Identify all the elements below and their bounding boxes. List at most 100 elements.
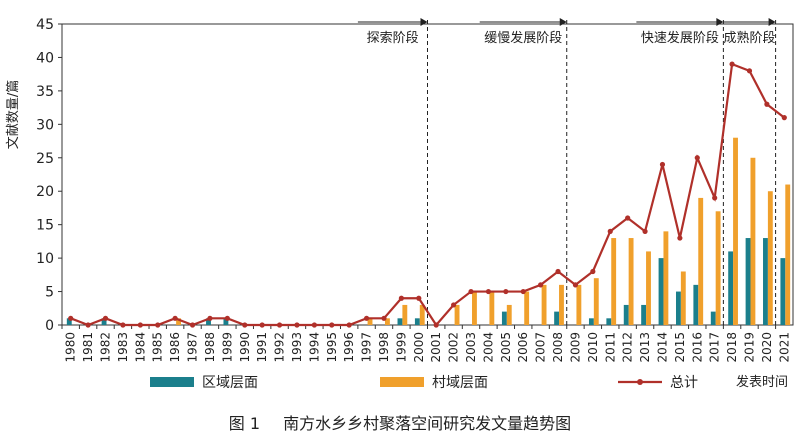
x-tick-label: 1983: [116, 332, 130, 363]
bar-regional: [606, 318, 612, 325]
bar-village: [489, 291, 495, 325]
total-point: [451, 302, 457, 308]
y-tick-label: 35: [36, 84, 54, 100]
x-tick-label: 2009: [568, 332, 582, 363]
x-tick-label: 1984: [133, 332, 147, 363]
x-tick-label: 1982: [99, 332, 113, 363]
total-point: [642, 228, 648, 234]
total-point: [259, 322, 265, 328]
bar-regional: [554, 311, 560, 325]
total-point: [485, 288, 492, 295]
stage-arrow-head: [559, 18, 567, 26]
bar-regional: [588, 318, 594, 325]
x-tick-label: 1991: [255, 332, 269, 363]
total-point: [398, 295, 404, 301]
total-point: [329, 322, 335, 328]
total-point: [694, 155, 700, 161]
total-point: [503, 288, 509, 295]
x-tick-label: 1992: [273, 332, 287, 363]
x-tick-label: 2002: [447, 332, 461, 363]
total-point: [381, 315, 387, 321]
x-tick-label: 2001: [429, 332, 443, 363]
x-tick-label: 2008: [551, 332, 565, 363]
bar-village: [593, 278, 599, 325]
stage-arrow-head: [716, 18, 724, 26]
y-tick-label: 15: [36, 218, 54, 234]
bar-village: [402, 304, 408, 325]
x-tick-label: 1988: [203, 332, 217, 363]
x-tick-label: 2010: [586, 332, 600, 363]
stage-label: 缓慢发展阶段: [484, 30, 562, 46]
total-point: [346, 322, 352, 328]
bar-regional: [641, 304, 647, 325]
x-tick-label: 2020: [760, 332, 774, 363]
stage-label: 成熟阶段: [723, 30, 775, 46]
bar-regional: [763, 238, 768, 325]
x-tick-label: 1999: [394, 332, 408, 363]
bar-regional: [675, 291, 681, 325]
x-tick-label: 2014: [655, 332, 669, 363]
total-point: [520, 288, 526, 295]
figure-caption: 图 1 南方水乡乡村聚落空间研究发文量趋势图: [0, 410, 800, 434]
bar-regional: [710, 311, 716, 325]
bar-village: [715, 211, 721, 325]
figure-number: 图 1: [228, 414, 261, 433]
bar-village: [419, 304, 425, 325]
bar-village: [384, 318, 390, 325]
bar-village: [646, 251, 651, 325]
x-tick-label: 2021: [777, 332, 791, 363]
x-tick-label: 2017: [708, 332, 722, 363]
x-tick-label: 2016: [690, 332, 704, 363]
bar-village: [506, 304, 512, 325]
bar-village: [611, 238, 617, 325]
total-point: [85, 322, 91, 328]
total-point: [68, 315, 74, 321]
y-tick-label: 5: [45, 285, 54, 301]
total-point: [572, 282, 579, 288]
bar-regional: [223, 318, 229, 325]
chart: 0 5 10 15 20 25 30 35 40 45 文献数量/篇 1980 1981 1982 1983…: [6, 17, 794, 391]
bar-village: [663, 231, 669, 325]
bar-village: [472, 291, 477, 325]
bar-regional: [693, 284, 699, 325]
total-point: [363, 315, 370, 321]
total-point: [120, 322, 126, 328]
y-tick-label: 0: [45, 318, 54, 334]
bar-regional: [101, 318, 107, 325]
total-point: [555, 268, 561, 275]
x-tick-label: 1993: [290, 332, 304, 363]
x-tick-label: 2003: [464, 332, 478, 363]
total-point: [172, 315, 178, 321]
bar-village: [576, 284, 582, 325]
total-point: [102, 315, 109, 321]
x-tick-label: 1986: [168, 332, 182, 363]
x-tick-label: 1990: [238, 332, 252, 363]
total-point: [538, 282, 544, 288]
total-point: [207, 315, 213, 321]
x-tick-label: 2011: [603, 332, 617, 363]
total-point: [764, 101, 770, 107]
total-point: [746, 68, 753, 74]
bar-village: [733, 137, 738, 325]
total-point: [625, 215, 631, 221]
x-tick-label: 2015: [673, 332, 687, 363]
x-tick-label: 1998: [377, 332, 391, 363]
bar-village: [367, 318, 373, 325]
bar-regional: [501, 311, 507, 325]
bar-village: [454, 304, 460, 325]
x-tick-label: 2005: [499, 332, 513, 363]
bar-regional: [728, 251, 734, 325]
x-tick-label: 2007: [534, 332, 548, 363]
legend-swatch-regional: [150, 377, 194, 387]
x-tick-label: 2006: [516, 332, 530, 363]
x-axis-label: 发表时间: [736, 374, 788, 390]
x-tick-label: 1995: [325, 332, 339, 363]
bar-village: [628, 238, 634, 325]
stage-arrow-head: [420, 18, 428, 26]
y-tick-label: 10: [36, 251, 54, 267]
bar-village: [524, 291, 530, 325]
y-tick-label: 25: [36, 151, 54, 167]
figure-title: 南方水乡乡村聚落空间研究发文量趋势图: [283, 414, 572, 433]
total-point: [781, 115, 787, 121]
x-tick-label: 1989: [220, 332, 234, 363]
